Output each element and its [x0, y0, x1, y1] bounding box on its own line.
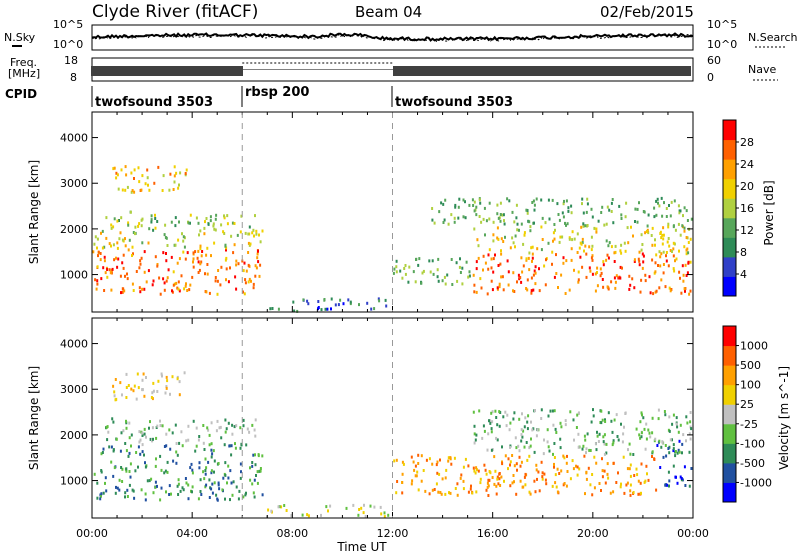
- velocity-y-axis-label: Slant Range [km]: [27, 366, 41, 470]
- cpid-segment-2: rbsp 200: [245, 85, 309, 100]
- velocity-colorbar-label: Velocity [m s^-1]: [777, 366, 791, 470]
- x-tick-label: 16:00: [477, 527, 509, 540]
- noise-panel-frame: [91, 24, 694, 51]
- colorbar-tick-label: 12: [740, 224, 754, 237]
- x-tick-label: 04:00: [176, 527, 208, 540]
- y-tick-label: 4000: [60, 132, 88, 145]
- colorbar-tick-label: 16: [740, 202, 754, 215]
- nave-label: Nave: [748, 63, 776, 76]
- power-y-axis-label: Slant Range [km]: [27, 160, 41, 264]
- date-title: 02/Feb/2015: [600, 3, 694, 21]
- velocity-scatter: [93, 371, 693, 519]
- freq-unit-label: [MHz]: [8, 67, 40, 80]
- colorbar-tick-label: 28: [740, 136, 754, 149]
- n-search-label: N.Search: [748, 31, 798, 44]
- cpid-segment-3: twofsound 3503: [395, 95, 513, 110]
- x-tick-label: 20:00: [577, 527, 609, 540]
- colorbar-tick-label: 1000: [740, 340, 768, 353]
- y-tick-label: 2000: [60, 429, 88, 442]
- colorbar-tick-label: -25: [740, 418, 758, 431]
- power-panel: 1000 2000 3000 4000 Slant Range [km] 4 8 12 16…: [27, 111, 776, 313]
- colorbar-tick-label: -500: [740, 457, 765, 470]
- velocity-panel: 1000 2000 3000 4000 Slant Range [km] 1000 50…: [27, 317, 791, 519]
- freq-tick-bottom: 8: [70, 71, 77, 84]
- noise-left-tick-top: 10^5: [53, 18, 83, 31]
- velocity-axes: 1000 2000 3000 4000: [60, 318, 694, 518]
- colorbar-tick-label: 4: [740, 268, 747, 281]
- frequency-series: [91, 66, 691, 76]
- colorbar-tick-label: 25: [740, 398, 754, 411]
- n-sky-label: N.Sky: [4, 31, 36, 44]
- colorbar-tick-label: -100: [740, 437, 765, 450]
- colorbar-tick-label: 24: [740, 158, 754, 171]
- y-tick-label: 2000: [60, 223, 88, 236]
- colorbar-tick-label: 8: [740, 246, 747, 259]
- noise-left-tick-bottom: 10^0: [53, 38, 83, 51]
- beam-title: Beam 04: [355, 3, 422, 21]
- power-panel-frame: [91, 111, 694, 313]
- nave-tick-bottom: 0: [707, 71, 714, 84]
- cpid-segment-1: twofsound 3503: [95, 95, 213, 110]
- y-tick-label: 1000: [60, 269, 88, 282]
- x-tick-label: 12:00: [377, 527, 409, 540]
- power-colorbar: 4 8 12 16 20 24 28: [722, 119, 754, 297]
- n-sky-series: [91, 32, 694, 42]
- cpid-panel: CPID twofsound 3503 rbsp 200 twofsound 3…: [5, 85, 513, 110]
- colorbar-tick-label: 20: [740, 180, 754, 193]
- x-axis-title: Time UT: [336, 540, 387, 554]
- power-scatter: [92, 165, 693, 313]
- y-tick-label: 1000: [60, 475, 88, 488]
- time-axis: 00:00 04:00 08:00 12:00 16:00 20:00 00:00: [76, 527, 709, 540]
- power-colorbar-label: Power [dB]: [762, 180, 776, 245]
- station-title: Clyde River (fitACF): [92, 2, 258, 22]
- colorbar-tick-label: 500: [740, 359, 761, 372]
- freq-panel: Freq. [MHz] 18 8 60 0 Nave: [8, 54, 778, 84]
- freq-label: Freq.: [10, 56, 37, 69]
- colorbar-tick-label: 100: [740, 379, 761, 392]
- n-search-series: [91, 33, 694, 42]
- colorbar-tick-label: -1000: [740, 476, 772, 489]
- noise-panel: N.Sky 10^5 10^0 10^5 10^0 N.Search: [4, 18, 798, 51]
- noise-right-tick-top: 10^5: [707, 18, 737, 31]
- y-tick-label: 4000: [60, 338, 88, 351]
- y-tick-label: 3000: [60, 383, 88, 396]
- x-tick-label: 00:00: [76, 527, 108, 540]
- nave-tick-top: 60: [707, 54, 721, 67]
- power-axes: 1000 2000 3000 4000: [60, 112, 694, 312]
- velocity-panel-frame: [91, 317, 694, 519]
- cpid-label: CPID: [5, 87, 37, 101]
- x-tick-label: 08:00: [276, 527, 308, 540]
- velocity-colorbar: 1000 500 100 25 -25 -100 -500 -1000: [722, 325, 772, 503]
- y-tick-label: 3000: [60, 177, 88, 190]
- freq-tick-top: 18: [64, 54, 78, 67]
- noise-right-tick-bottom: 10^0: [707, 38, 737, 51]
- x-tick-label: 00:00: [677, 527, 709, 540]
